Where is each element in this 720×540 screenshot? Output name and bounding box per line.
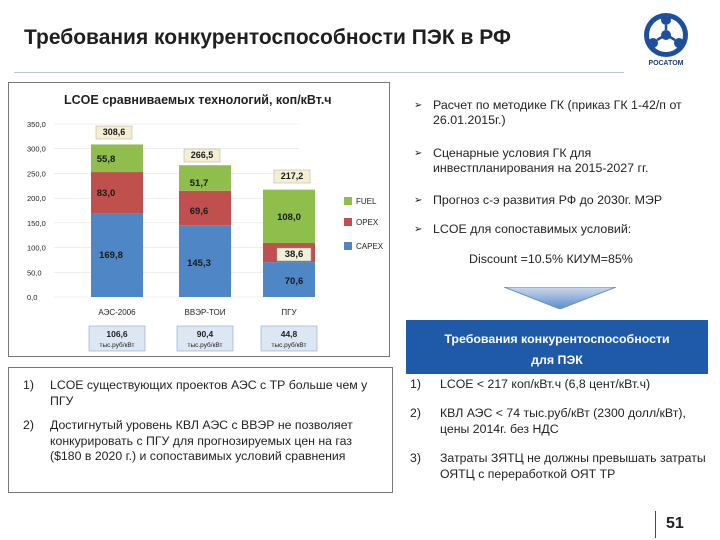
bar-opex-0 <box>91 172 143 214</box>
total-label: 266,5 <box>191 150 214 160</box>
data-label: 55,8 <box>97 154 116 165</box>
arrow-bullet-icon: ➢ <box>414 224 423 235</box>
rosatom-logo-icon <box>644 13 688 57</box>
page-number-divider <box>655 511 656 538</box>
down-arrow-icon <box>503 287 617 309</box>
x-tick-label: ПГУ <box>281 308 297 317</box>
capex-unit: тыс.руб/кВт <box>187 341 222 349</box>
bar-capex-1 <box>179 225 231 297</box>
data-label: 83,0 <box>97 188 116 199</box>
bar-capex-2 <box>263 262 315 297</box>
capex-unit: тыс.руб/кВт <box>99 341 134 349</box>
legend-label: CAPEX <box>356 242 384 251</box>
bar-capex-0 <box>91 213 143 297</box>
chart-title: LCOE сравниваемых технологий, коп/кВт.ч <box>64 93 332 107</box>
x-tick-label: ВВЭР-ТОИ <box>185 308 226 317</box>
y-tick-label: 200,0 <box>27 194 46 203</box>
data-label: 38,6 <box>285 249 304 260</box>
capex-value: 90,4 <box>197 329 214 339</box>
legend-swatch-capex <box>344 242 352 250</box>
capex-value: 106,6 <box>106 329 128 339</box>
y-tick-label: 100,0 <box>27 244 46 253</box>
total-label: 217,2 <box>281 171 304 181</box>
bar-opex-1 <box>179 190 231 226</box>
data-label: 51,7 <box>190 178 209 189</box>
requirements-header: Требования конкурентоспособности для ПЭК <box>406 320 708 374</box>
data-label: 145,3 <box>187 258 211 269</box>
y-tick-label: 300,0 <box>27 145 46 154</box>
bar-fuel-1 <box>179 165 231 191</box>
requirements-header-line1: Требования конкурентоспособности <box>444 332 670 346</box>
total-label-box <box>183 148 221 163</box>
y-tick-label: 0,0 <box>27 293 37 302</box>
lcoe-chart-svg: LCOE сравниваемых технологий, коп/кВт.ч 3… <box>27 93 384 352</box>
capex-value: 44,8 <box>281 329 298 339</box>
total-label-box <box>95 125 133 140</box>
y-tick-label: 50,0 <box>27 268 42 277</box>
data-label: 69,6 <box>190 206 209 217</box>
y-tick-label: 350,0 <box>27 120 46 129</box>
assumptions-text: Discount =10.5% КИУМ=85% <box>469 252 633 266</box>
data-label: 108,0 <box>277 212 301 223</box>
page-number: 51 <box>666 515 684 532</box>
x-tick-label: АЭС-2006 <box>98 308 136 317</box>
header-divider <box>14 72 624 73</box>
conclusions-box: 1) LCOE существующих проектов АЭС с ТР б… <box>8 367 393 493</box>
capex-box <box>176 325 234 352</box>
arrow-bullet-icon: ➢ <box>414 195 423 206</box>
capex-box <box>88 325 146 352</box>
total-label-box <box>273 169 311 184</box>
legend-label: FUEL <box>356 197 377 206</box>
lcoe-chart: LCOE сравниваемых технологий, коп/кВт.ч 3… <box>8 82 390 357</box>
capex-box <box>260 325 318 352</box>
data-label: 169,8 <box>99 250 123 261</box>
legend-swatch-fuel <box>344 197 352 205</box>
capex-unit: тыс.руб/кВт <box>271 341 306 349</box>
total-label: 308,6 <box>103 127 126 137</box>
data-label-box <box>276 247 312 262</box>
bar-fuel-0 <box>91 144 143 173</box>
requirements-header-line2: для ПЭК <box>531 353 583 367</box>
arrow-bullet-icon: ➢ <box>414 100 423 111</box>
logo-text: РОСАТОМ <box>648 60 684 67</box>
arrow-bullet-icon: ➢ <box>414 148 423 159</box>
y-tick-label: 150,0 <box>27 219 46 228</box>
legend-swatch-opex <box>344 218 352 226</box>
data-label: 70,6 <box>285 276 304 287</box>
slide-title: Требования конкурентоспособности ПЭК в Р… <box>24 26 511 49</box>
y-tick-label: 250,0 <box>27 169 46 178</box>
legend-label: OPEX <box>356 218 379 227</box>
bar-fuel-2 <box>263 189 315 244</box>
